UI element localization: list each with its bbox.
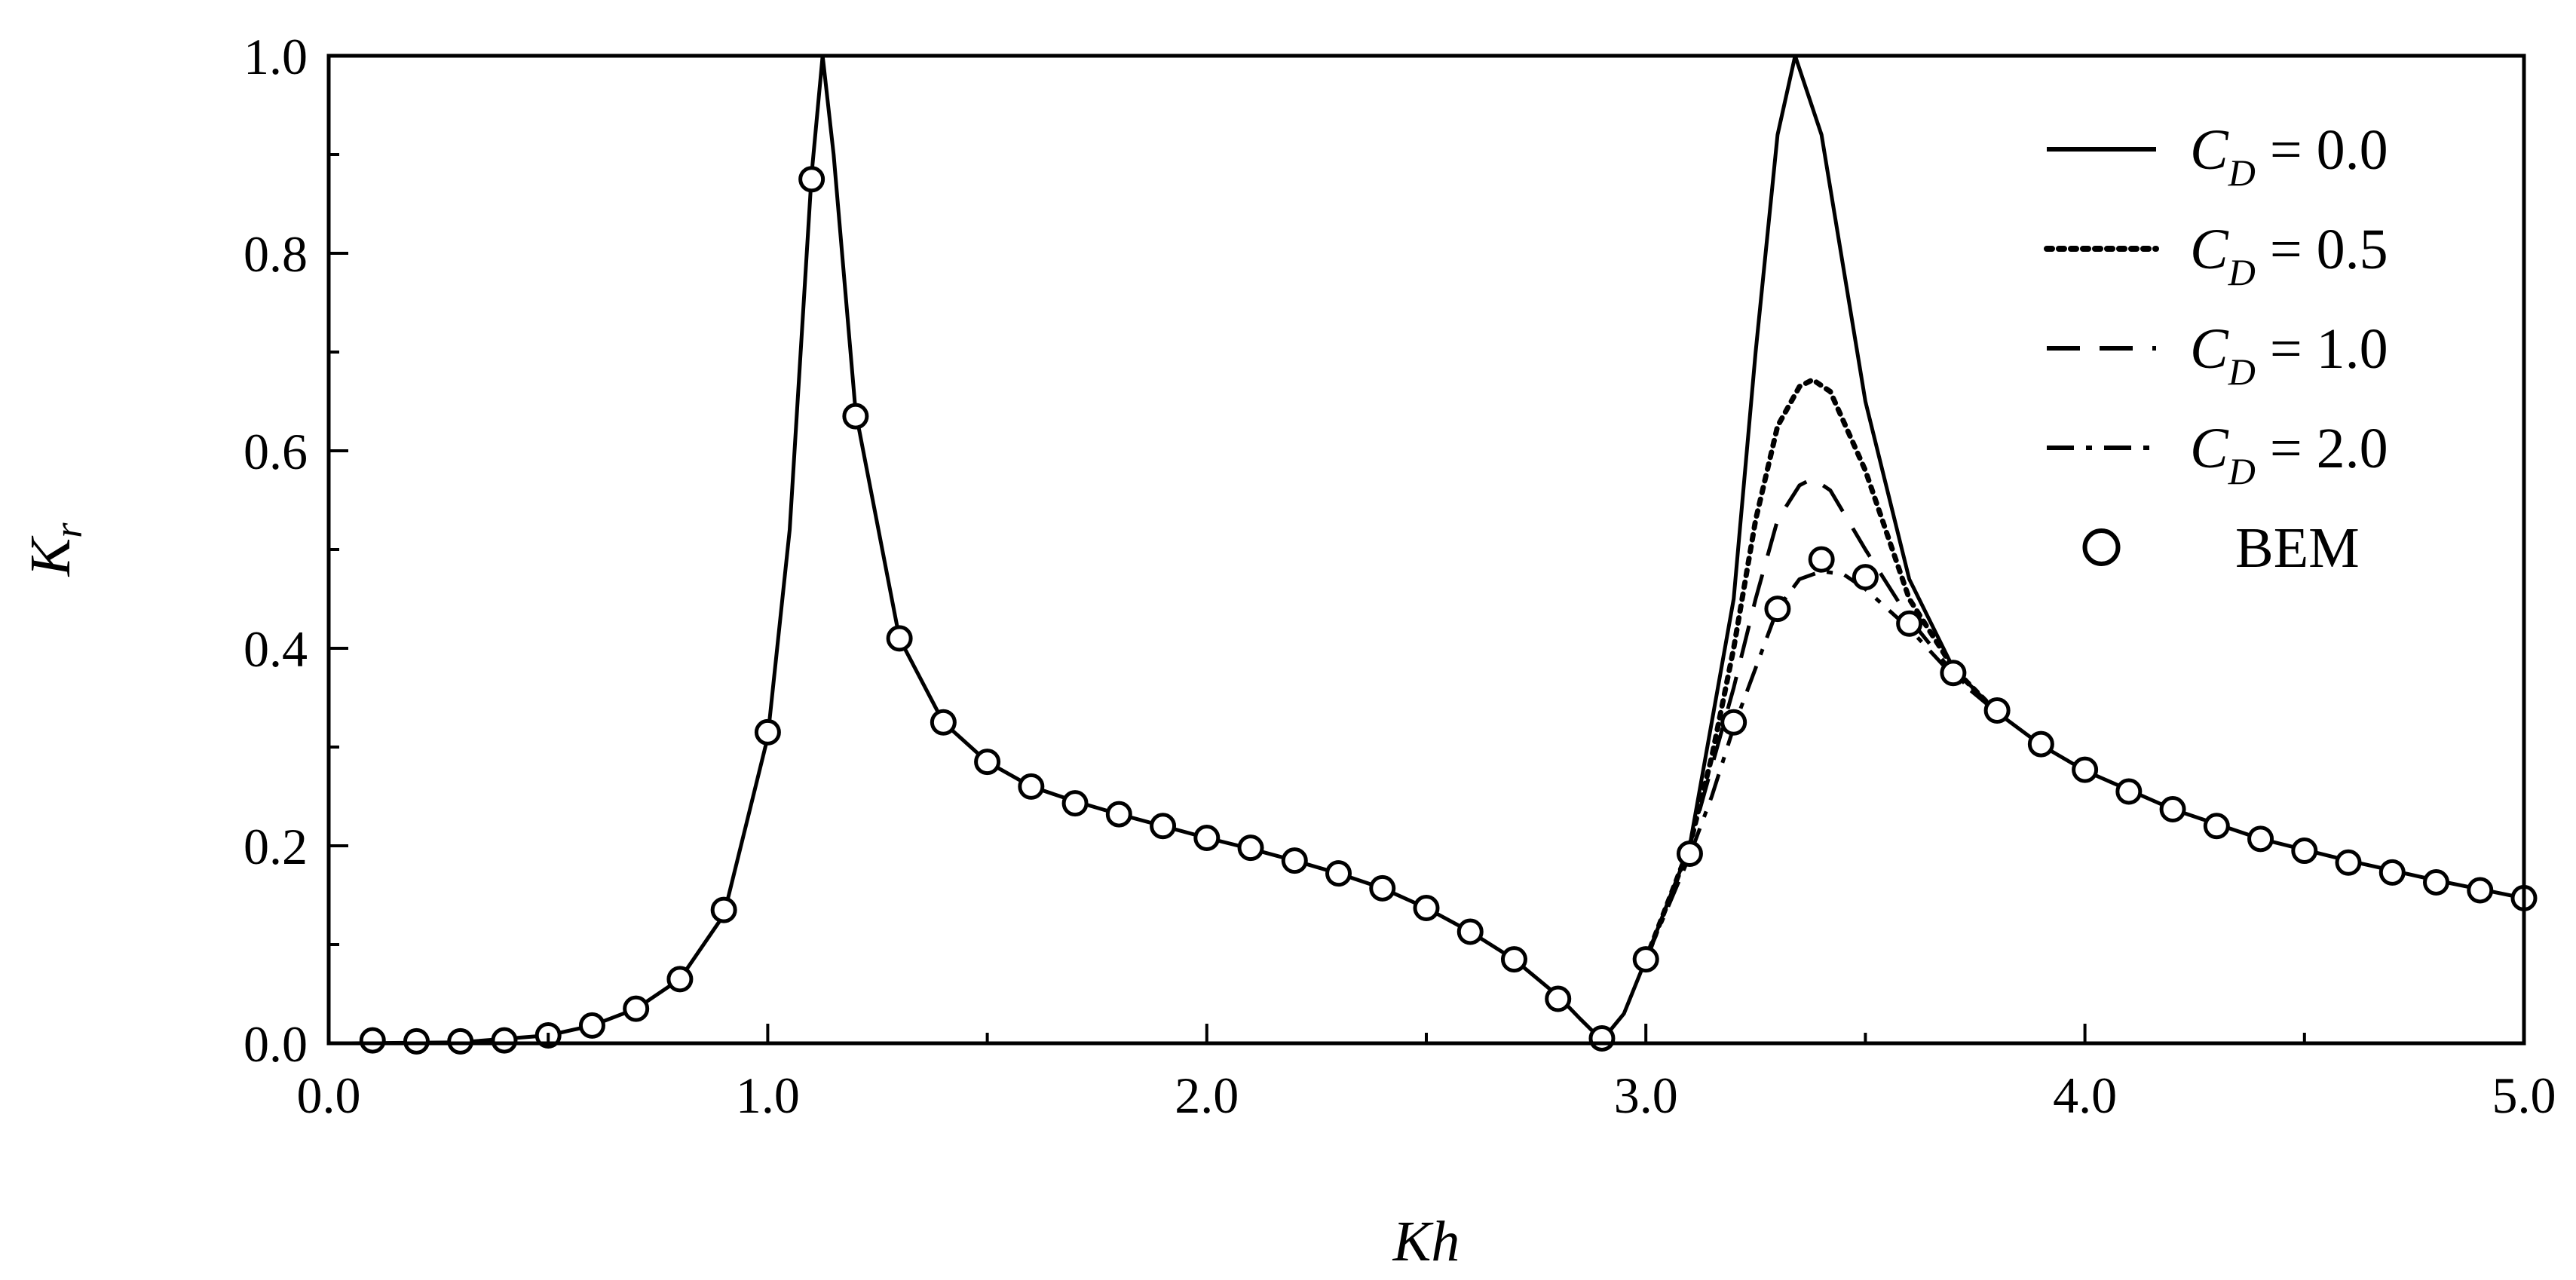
y-tick-label: 0.6: [244, 423, 308, 480]
x-tick-label: 4.0: [2053, 1067, 2117, 1124]
y-tick-label: 0.8: [244, 225, 308, 283]
bem-data-point: [1456, 918, 1484, 945]
bem-data-point: [403, 1027, 430, 1055]
bem-data-point: [2027, 730, 2054, 758]
y-axis-title: Kr: [19, 522, 90, 577]
bem-data-point: [754, 718, 781, 746]
bem-data-point: [1588, 1024, 1616, 1052]
bem-data-point: [1808, 546, 1835, 573]
legend-label: CD = 1.0: [2190, 317, 2388, 393]
bem-data-point: [1193, 825, 1221, 852]
y-tick-label: 0.2: [244, 818, 308, 875]
bem-data-point: [1764, 596, 1791, 623]
ticks-layer: 0.0 1.0 2.0 3.0 4.0 5.0 0.0 0.2 0.4 0.6 0.8 1.0: [244, 28, 2556, 1124]
legend-label: BEM: [2235, 516, 2360, 580]
bem-data-point: [974, 749, 1001, 776]
bem-data-point: [1018, 773, 1045, 800]
bem-data-point: [2115, 778, 2143, 805]
bem-data-point: [2423, 868, 2450, 896]
bem-data-point: [710, 896, 737, 923]
bem-data-point: [578, 1012, 605, 1039]
bem-data-point: [1369, 874, 1396, 902]
bem-data-point: [2159, 796, 2186, 823]
bem-data-point: [1545, 985, 1572, 1012]
bem-data-point: [886, 625, 913, 652]
bem-data-point: [2072, 756, 2099, 783]
bem-data-point: [1720, 709, 1747, 736]
legend: CD = 0.0 CD = 0.5 CD = 1.0 CD = 2.0 BEM: [2044, 118, 2388, 580]
bem-data-point: [1500, 946, 1527, 973]
bem-data-point: [1983, 697, 2011, 724]
y-axis-title-main: K: [19, 535, 82, 577]
bem-data-point: [2335, 849, 2362, 876]
bem-data-point: [1061, 790, 1089, 817]
bem-data-point: [2378, 859, 2406, 886]
bem-data-point: [491, 1027, 518, 1054]
bem-data-point: [1325, 860, 1352, 887]
bem-data-point: [1940, 660, 1967, 687]
bem-data-point: [666, 966, 694, 993]
legend-label: CD = 2.0: [2190, 417, 2388, 492]
bem-data-point: [359, 1027, 386, 1054]
x-tick-label: 2.0: [1175, 1067, 1239, 1124]
y-axis-title-sub: r: [47, 522, 90, 538]
x-tick-label: 0.0: [297, 1067, 361, 1124]
bem-data-point: [1281, 847, 1308, 874]
bem-data-point: [1150, 813, 1177, 840]
series-line-dotted: [1643, 377, 2000, 963]
bem-data-point: [798, 166, 825, 193]
bem-data-point: [1632, 946, 1659, 973]
x-axis-title: Kh: [1392, 1210, 1460, 1273]
bem-data-point: [447, 1027, 474, 1055]
bem-data-point: [623, 995, 650, 1022]
bem-data-point: [930, 709, 957, 736]
legend-label: CD = 0.0: [2190, 118, 2388, 194]
bem-data-point: [2247, 825, 2274, 853]
bem-data-point: [1896, 610, 1923, 637]
x-tick-label: 5.0: [2492, 1067, 2556, 1124]
marker-layer: [359, 166, 2538, 1055]
bem-data-point: [2203, 813, 2230, 840]
y-tick-label: 0.0: [244, 1015, 308, 1073]
bem-data-point: [1676, 840, 1703, 867]
bem-data-point: [842, 403, 869, 430]
legend-label: CD = 0.5: [2190, 218, 2388, 293]
bem-data-point: [1852, 564, 1879, 591]
y-tick-label: 0.4: [244, 620, 308, 678]
y-tick-label: 1.0: [244, 28, 308, 85]
bem-data-point: [1237, 834, 1264, 862]
bem-data-point: [1413, 895, 1440, 922]
bem-data-point: [1105, 801, 1132, 828]
x-tick-label: 3.0: [1614, 1067, 1678, 1124]
legend-swatch-bem: [2082, 528, 2121, 566]
bem-data-point: [2467, 877, 2494, 904]
x-tick-label: 1.0: [736, 1067, 800, 1124]
bem-data-point: [2291, 838, 2318, 865]
